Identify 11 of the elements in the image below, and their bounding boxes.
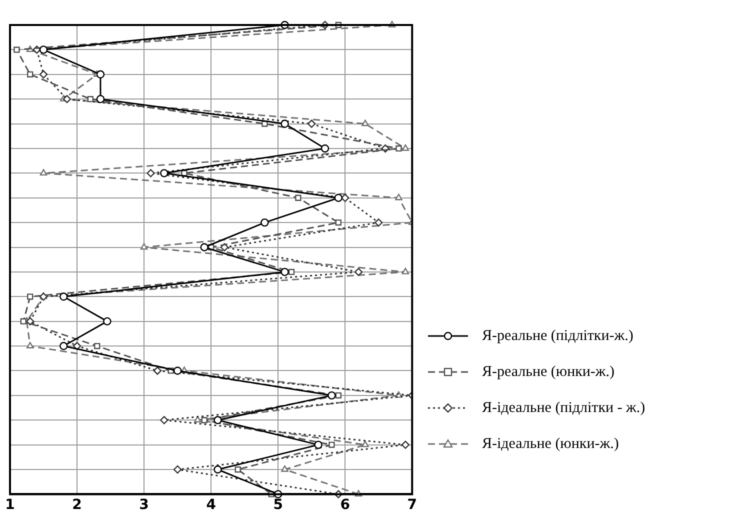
- x-tick-label: 3: [139, 497, 149, 514]
- x-tick-label: 5: [273, 497, 283, 514]
- x-tick-label: 4: [206, 497, 216, 514]
- x-tick-label: 2: [72, 497, 82, 514]
- legend-label: Я-реальне (підлітки-ж.): [482, 328, 634, 344]
- x-tick-label: 7: [407, 497, 418, 514]
- x-tick-label: 1: [5, 497, 15, 514]
- legend-label: Я-ідеальне (підлітки - ж.): [482, 400, 646, 416]
- legend-label: Я-ідеальне (юнки-ж.): [482, 436, 619, 452]
- legend-label: Я-реальне (юнки-ж.): [482, 364, 615, 380]
- x-tick-label: 6: [340, 497, 350, 514]
